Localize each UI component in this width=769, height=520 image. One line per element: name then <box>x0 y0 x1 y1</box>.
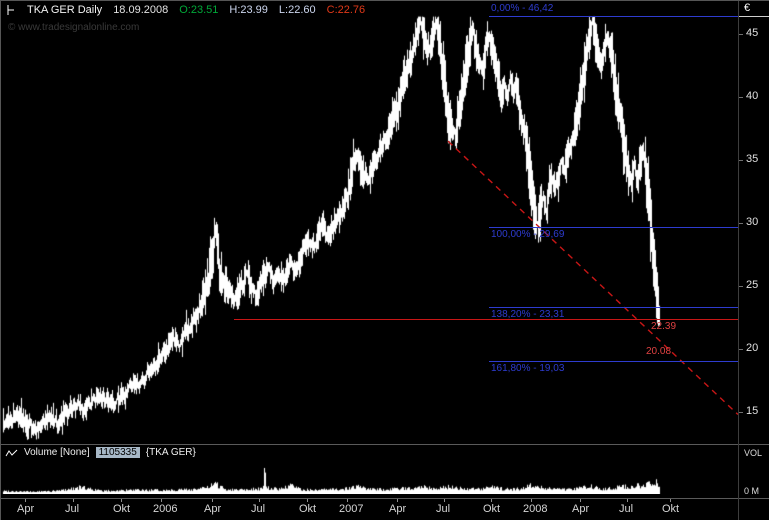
currency-label: € <box>744 2 751 14</box>
time-tick-mark <box>212 499 213 502</box>
time-tick-mark <box>491 499 492 502</box>
time-tick-label: Okt <box>299 503 317 515</box>
time-tick-mark <box>347 499 348 502</box>
time-tick-mark <box>259 499 260 502</box>
price-tick-mark <box>739 97 743 98</box>
price-flag-label: 22.39 <box>651 321 677 332</box>
fib-level-line[interactable] <box>489 16 738 17</box>
volume-axis-label: VOL <box>744 448 763 458</box>
time-tick-mark <box>397 499 398 502</box>
time-tick-mark <box>627 499 628 502</box>
cursor-date: 18.09.2008 <box>113 4 169 16</box>
time-axis[interactable]: Apr Jul Okt 2006 Apr Jul Okt 2007 Apr Jul Okt 2008 A… <box>1 499 738 520</box>
price-tick-label: 40 <box>746 90 759 102</box>
time-tick-label: Okt <box>113 503 131 515</box>
volume-instrument-label: {TKA GER} <box>145 447 196 458</box>
time-tick-mark <box>121 499 122 502</box>
volume-indicator-label: Volume [None] <box>24 447 90 458</box>
price-tick-label: 45 <box>746 27 759 39</box>
drawing-objects-layer: 0,00% - 46,42 100,00% - 29,69 138,20% - 23… <box>1 1 738 444</box>
support-line[interactable] <box>234 319 738 320</box>
time-tick-label: Okt <box>483 503 501 515</box>
volume-indicator-header[interactable]: Volume [None] 1105335 {TKA GER} <box>5 447 196 458</box>
axis-separator <box>1 498 769 499</box>
time-tick-label: Jul <box>436 503 451 515</box>
price-tick-mark <box>739 34 743 35</box>
price-axis[interactable]: € VOL 0 M 45 40 35 30 25 20 15 <box>738 1 769 520</box>
time-tick-label: Jul <box>619 503 634 515</box>
time-tick-mark <box>307 499 308 502</box>
pane-separator[interactable] <box>1 444 769 445</box>
time-tick-label: Apr <box>572 503 590 515</box>
fib-level-line[interactable] <box>489 307 738 308</box>
price-tick-mark <box>739 160 743 161</box>
volume-chart[interactable] <box>1 457 738 494</box>
time-tick-mark <box>25 499 26 502</box>
watermark: © www.tradesignalonline.com <box>8 22 140 33</box>
price-flag-label: 20.08 <box>646 346 672 357</box>
fib-level-line[interactable] <box>489 361 738 362</box>
price-tick-mark <box>739 349 743 350</box>
time-tick-mark <box>444 499 445 502</box>
fib-level-label: 100,00% - 29,69 <box>491 229 565 240</box>
time-tick-mark <box>670 499 671 502</box>
time-tick-label: Apr <box>17 503 35 515</box>
low-value: L:22.60 <box>278 4 316 16</box>
time-tick-label: Jul <box>65 503 80 515</box>
time-tick-label: Okt <box>662 503 680 515</box>
price-tick-label: 30 <box>746 216 759 228</box>
price-tick-label: 35 <box>746 153 759 165</box>
fib-level-label: 161,80% - 19,03 <box>491 363 565 374</box>
close-value: C:22.76 <box>326 4 366 16</box>
time-tick-mark <box>73 499 74 502</box>
chart-title: TKA GER Daily <box>27 4 103 16</box>
time-tick-label: 2006 <box>153 503 178 515</box>
price-tick-label: 20 <box>746 342 759 354</box>
price-tick-label: 15 <box>746 405 759 417</box>
volume-zero-label: 0 M <box>744 486 760 496</box>
price-tick-mark <box>739 223 743 224</box>
high-value: H:23.99 <box>229 4 268 16</box>
time-tick-label: Apr <box>389 503 407 515</box>
time-tick-mark <box>580 499 581 502</box>
chart-header: TKA GER Daily 18.09.2008 O:23.51 H:23.99… <box>6 4 365 16</box>
time-tick-mark <box>531 499 532 502</box>
open-value: O:23.51 <box>179 4 219 16</box>
time-tick-label: 2008 <box>523 503 548 515</box>
price-tick-label: 25 <box>746 279 759 291</box>
wave-icon <box>5 448 18 458</box>
time-tick-label: Apr <box>204 503 222 515</box>
volume-value-field[interactable]: 1105335 <box>95 447 140 458</box>
time-tick-label: Jul <box>251 503 266 515</box>
chart-type-icon[interactable] <box>6 4 16 16</box>
price-tick-mark <box>739 286 743 287</box>
fib-level-line[interactable] <box>489 227 738 228</box>
time-tick-label: 2007 <box>339 503 364 515</box>
axis-top-level-line <box>739 16 769 17</box>
fib-level-label: 0,00% - 46,42 <box>491 3 554 14</box>
price-tick-mark <box>739 412 743 413</box>
time-tick-mark <box>161 499 162 502</box>
